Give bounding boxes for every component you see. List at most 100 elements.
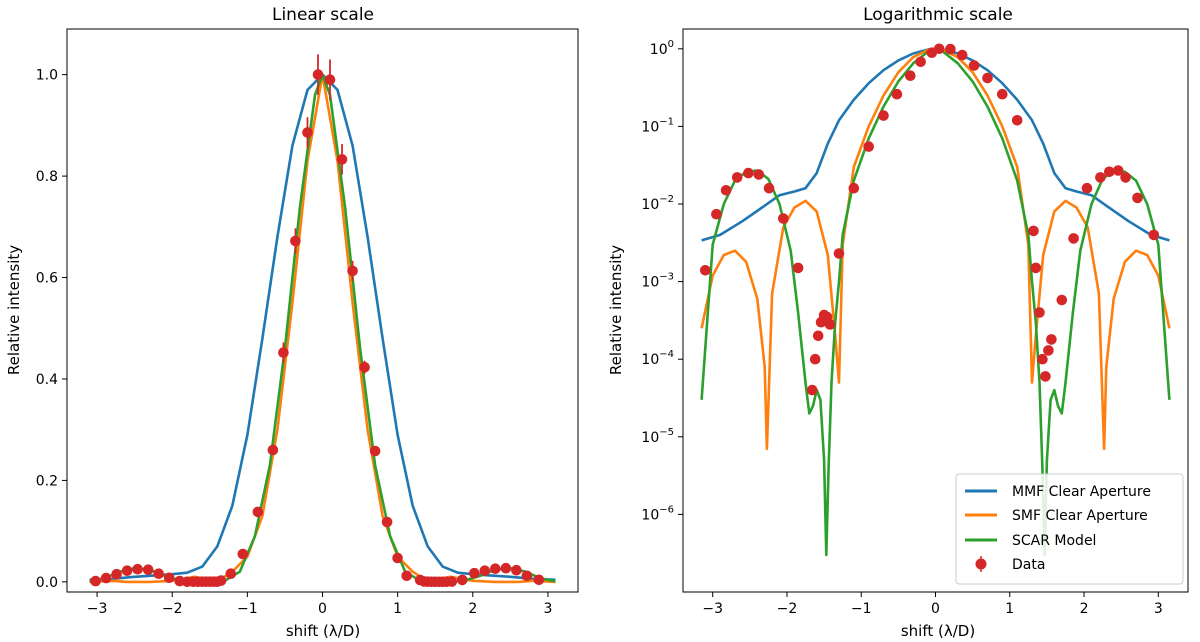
legend-box: [955, 473, 1184, 585]
log-data-point: [1011, 115, 1023, 126]
log-x-tick-label: 0: [931, 601, 940, 617]
log-data-point: [1034, 307, 1045, 318]
log-data-point: [1028, 225, 1039, 237]
log-data-point: [1148, 229, 1160, 241]
linear-data-point: [479, 565, 491, 576]
log-x-tick-label: −3: [702, 601, 723, 617]
log-data-point: [700, 265, 711, 276]
log-data-point: [1037, 353, 1048, 365]
linear-data-point: [312, 69, 324, 80]
log-y-tick-label: 10−3: [641, 272, 674, 291]
linear-data-point: [359, 362, 370, 373]
log-plot-area: [700, 43, 1171, 557]
log-data-point: [1040, 371, 1051, 382]
linear-y-tick-label: 1.0: [36, 68, 58, 84]
log-data-point: [778, 213, 789, 224]
log-data-point: [809, 353, 821, 365]
linear-data-point: [290, 235, 301, 247]
linear-panel: Linear scale −3 −2 −1 0 1 2 3 0.0 0.2 0.4 0.6 0.8 1…: [5, 5, 579, 640]
log-data-point: [1081, 182, 1093, 194]
log-y-tick-label: 100: [650, 39, 674, 58]
log-data-point: [720, 185, 732, 196]
linear-data-point: [302, 127, 313, 138]
legend-data-label: Data: [1012, 557, 1045, 573]
log-data-point: [824, 319, 836, 330]
log-y-tick-label: 10−6: [641, 504, 674, 523]
linear-data-point: [267, 444, 279, 456]
linear-y-tick-label: 0.8: [36, 169, 58, 185]
linear-data-point: [163, 572, 175, 584]
log-data-point: [1095, 172, 1106, 183]
linear-data-point: [111, 568, 122, 580]
legend: MMF Clear Aperture SMF Clear Aperture SC…: [955, 473, 1184, 585]
linear-data-point: [381, 516, 393, 528]
linear-data-point: [153, 568, 164, 579]
linear-x-tick-label: −1: [237, 601, 258, 617]
linear-y-tick-label: 0.2: [36, 473, 58, 489]
linear-data-point: [132, 563, 143, 575]
log-series-smf: [700, 47, 1171, 451]
log-data-point: [806, 384, 818, 396]
log-data-point: [743, 167, 754, 179]
linear-data-point: [392, 552, 403, 564]
linear-x-tick-label: 1: [393, 601, 402, 617]
log-y-tick-label: 10−5: [641, 427, 674, 446]
linear-data-point: [121, 565, 133, 576]
log-data-point: [968, 60, 980, 71]
log-data-point: [1056, 294, 1068, 306]
log-data-point: [1120, 172, 1131, 183]
linear-data-point: [533, 574, 545, 586]
log-panel: Logarithmic scale −3 −2 −1 0 1 2 3 10−610−510−…: [607, 5, 1189, 640]
legend-smf-label: SMF Clear Aperture: [1012, 508, 1148, 524]
linear-data-point: [457, 574, 468, 586]
linear-data-point: [521, 570, 533, 582]
linear-y-label: Relative intensity: [5, 245, 23, 375]
log-x-tick-label: 3: [1154, 601, 1163, 617]
linear-x-tick-label: 2: [468, 601, 477, 617]
log-data-point: [711, 208, 722, 220]
linear-data-point: [237, 548, 249, 560]
linear-plot-area: [89, 54, 556, 588]
log-title: Logarithmic scale: [863, 5, 1013, 25]
log-data-point: [792, 262, 804, 274]
log-data-point: [1132, 192, 1143, 204]
log-data-point: [812, 330, 824, 342]
linear-data-point: [369, 445, 381, 457]
log-data-point: [878, 110, 889, 121]
log-y-tick-label: 10−1: [641, 116, 674, 135]
log-y-ticks: 10−6 10−5 10−4 10−3 10−2 10−1 100: [641, 39, 683, 523]
log-x-tick-label: −2: [777, 601, 798, 617]
linear-y-ticks: 0.0 0.2 0.4 0.6 0.8 1.0: [36, 68, 67, 591]
log-data-point: [753, 169, 765, 180]
log-data-point: [905, 70, 916, 81]
legend-mmf-label: MMF Clear Aperture: [1012, 484, 1151, 500]
linear-y-tick-label: 0.4: [36, 372, 58, 388]
log-x-label: shift (λ/D): [901, 622, 975, 640]
linear-data-point: [324, 74, 336, 85]
log-y-label: Relative intensity: [607, 245, 625, 375]
linear-x-label: shift (λ/D): [286, 622, 360, 640]
linear-x-tick-label: 3: [543, 601, 552, 617]
log-x-tick-label: 1: [1005, 601, 1014, 617]
linear-series-smf: [89, 73, 556, 584]
linear-data-point: [347, 265, 358, 277]
linear-data-point: [100, 572, 112, 584]
log-data-point: [982, 72, 993, 84]
log-x-tick-label: −1: [851, 601, 872, 617]
log-data-point: [1104, 166, 1115, 178]
log-data-point: [915, 56, 926, 68]
log-data-point: [997, 88, 1008, 100]
linear-data-point: [142, 564, 154, 575]
linear-x-ticks: −3 −2 −1 0 1 2 3: [87, 592, 552, 617]
log-data-point: [863, 141, 874, 152]
linear-data-point: [401, 570, 413, 582]
log-data-point: [1046, 334, 1057, 345]
legend-scar-label: SCAR Model: [1012, 533, 1096, 549]
linear-title: Linear scale: [272, 5, 374, 25]
log-data-point: [891, 88, 903, 100]
log-data-point: [1112, 165, 1124, 176]
legend-data-marker: [975, 558, 987, 570]
linear-data-point: [490, 563, 501, 574]
linear-y-tick-label: 0.0: [36, 575, 58, 591]
linear-data-point: [90, 575, 101, 587]
